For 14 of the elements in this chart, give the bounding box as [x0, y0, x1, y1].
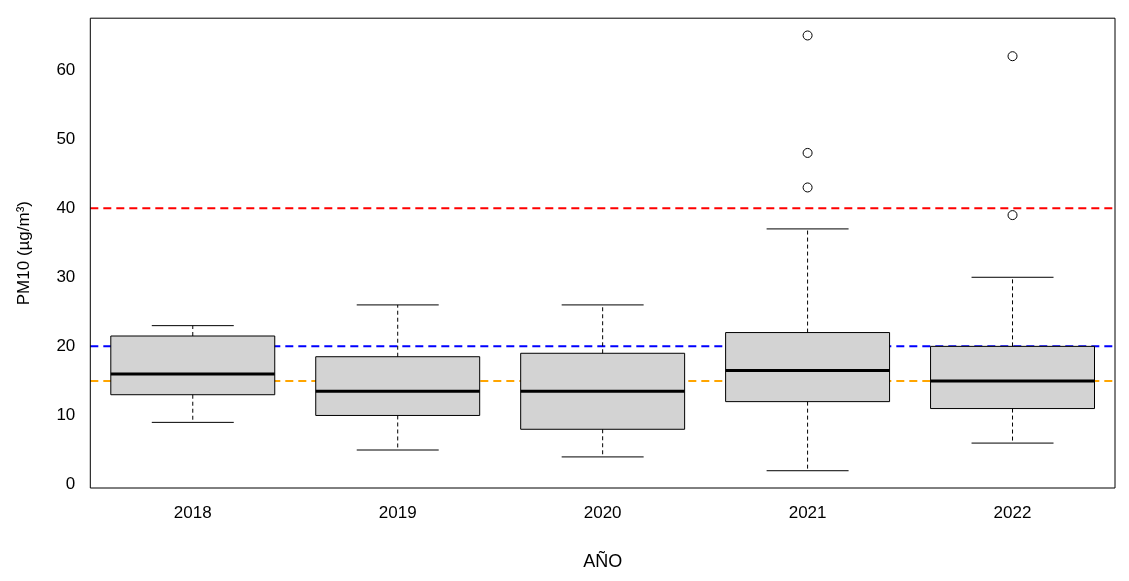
y-tick-label: 0	[65, 474, 76, 494]
x-tick-label: 2022	[993, 502, 1032, 522]
y-tick-label: 30	[56, 266, 76, 286]
x-axis-title: AÑO	[583, 550, 623, 572]
y-tick-label: 10	[56, 405, 76, 425]
x-tick-label: 2021	[788, 502, 827, 522]
y-tick-label: 60	[56, 59, 76, 79]
x-tick-label: 2018	[173, 502, 212, 522]
y-tick-label: 40	[56, 197, 76, 217]
x-tick-label: 2020	[583, 502, 622, 522]
y-tick-label: 20	[56, 336, 76, 356]
x-tick-label: 2019	[378, 502, 417, 522]
y-axis-title: PM10 (µg/m³)	[13, 200, 33, 306]
y-tick-label: 50	[56, 128, 76, 148]
